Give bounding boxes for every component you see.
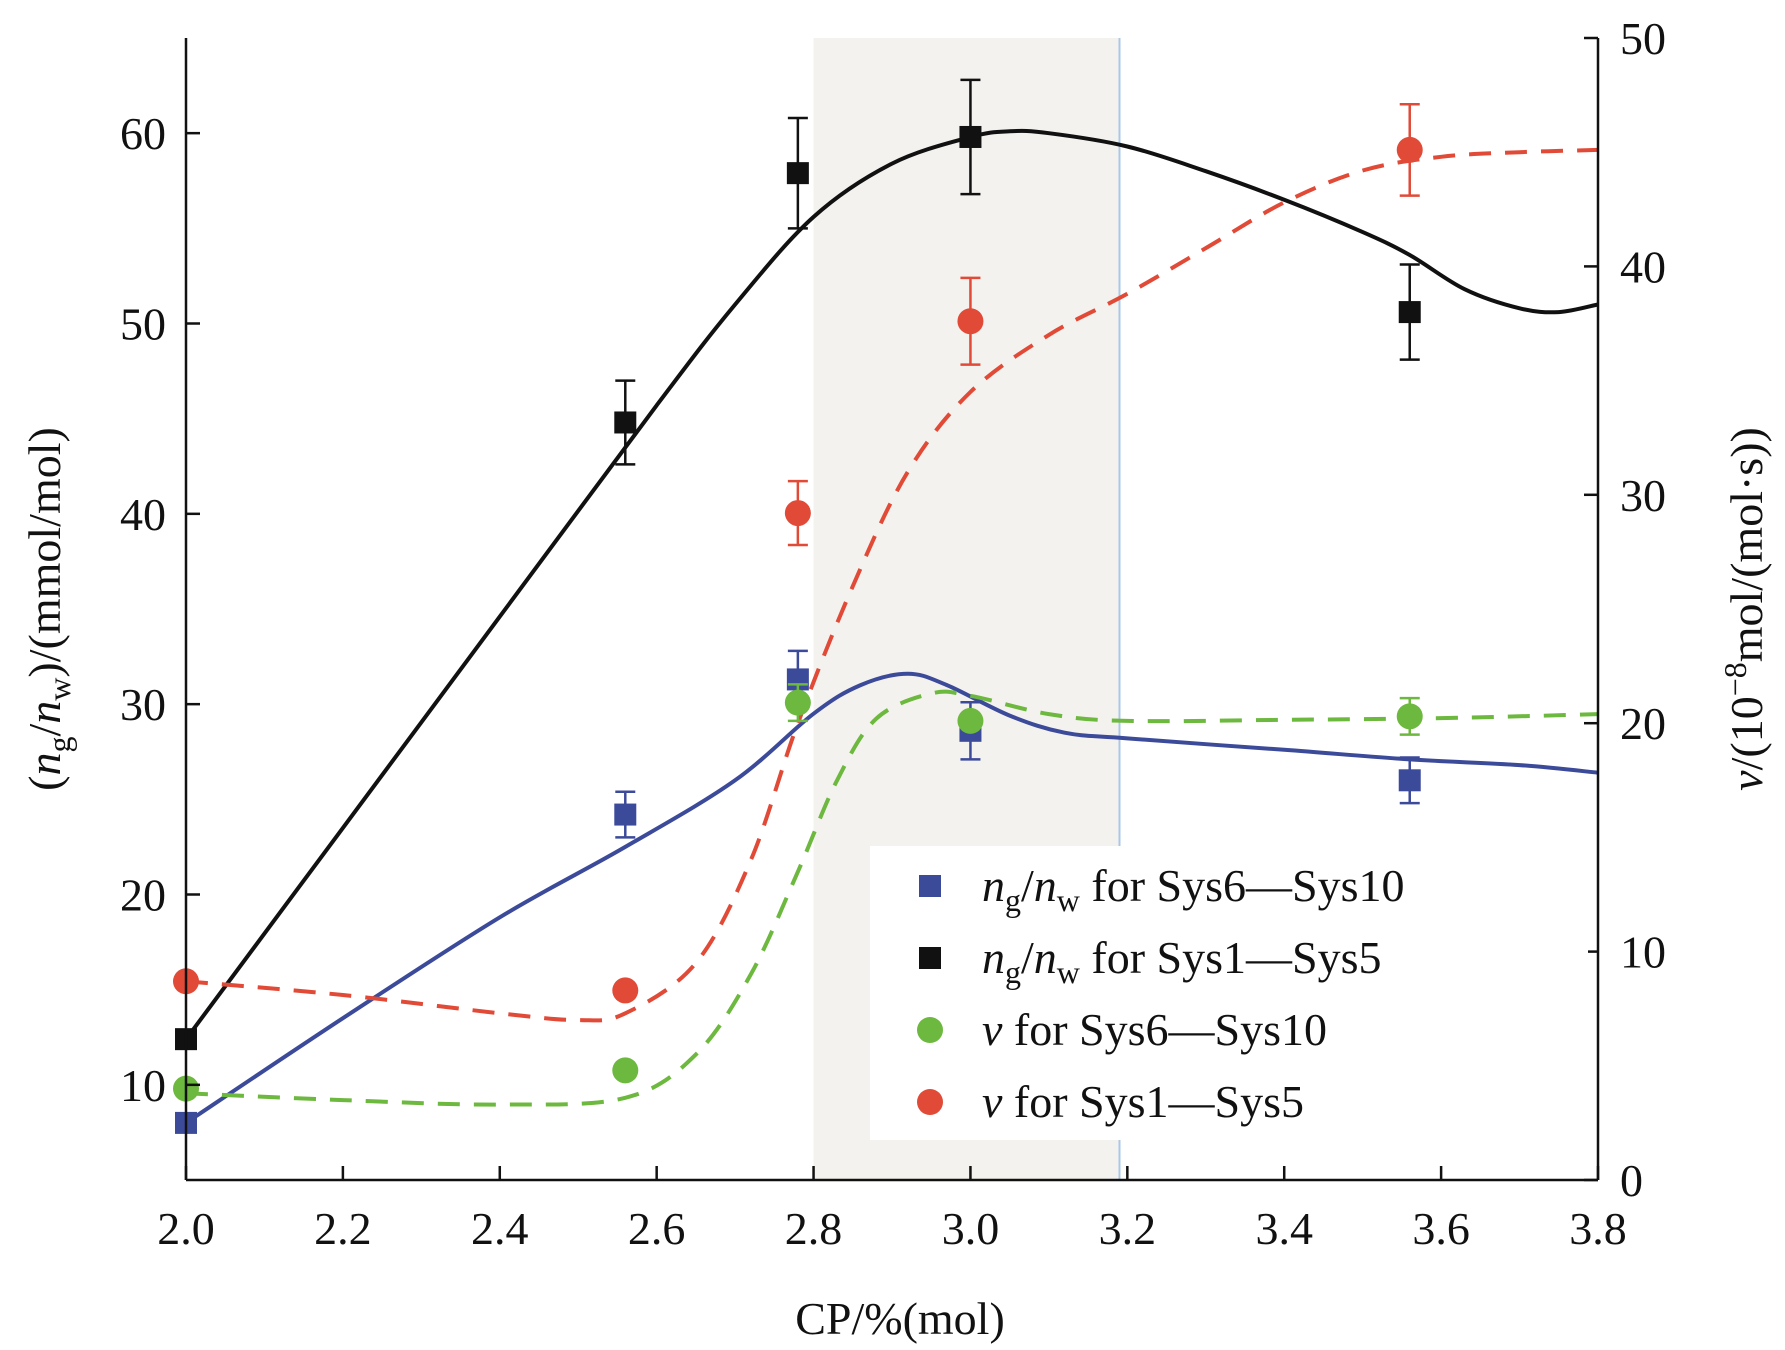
data-point-circle bbox=[784, 689, 811, 716]
title-part: v bbox=[982, 1076, 1003, 1127]
x-tick-label: 2.6 bbox=[628, 1203, 686, 1254]
title-part: / bbox=[1021, 860, 1034, 911]
title-part: n bbox=[982, 932, 1005, 983]
legend-marker-square bbox=[919, 875, 941, 897]
y-left-tick-label: 10 bbox=[120, 1060, 166, 1111]
fit-curve-0 bbox=[184, 671, 1599, 1125]
x-tick-label: 2.4 bbox=[471, 1203, 529, 1254]
x-tick-label: 2.2 bbox=[314, 1203, 372, 1254]
data-point-circle bbox=[957, 707, 984, 734]
x-tick-label: 3.6 bbox=[1412, 1203, 1470, 1254]
title-part: n bbox=[1034, 860, 1057, 911]
title-part: w bbox=[41, 678, 77, 701]
title-part: w bbox=[1057, 882, 1080, 918]
y-left-tick-label: 40 bbox=[120, 489, 166, 540]
legend-box bbox=[870, 846, 1588, 1140]
legend-label: v for Sys1—Sys5 bbox=[982, 1076, 1304, 1127]
title-part: for Sys6—Sys10 bbox=[1080, 860, 1405, 911]
title-part: n bbox=[19, 752, 70, 775]
y-right-axis-title: v/(10−8mol/(mol·s)) bbox=[1717, 427, 1772, 791]
title-part: for Sys6—Sys10 bbox=[1002, 1004, 1327, 1055]
title-part: / bbox=[1021, 932, 1034, 983]
title-part: / bbox=[19, 723, 70, 736]
data-point-circle bbox=[1396, 703, 1423, 730]
legend-marker-circle bbox=[917, 1017, 943, 1043]
legend-entry-3: v for Sys1—Sys5 bbox=[917, 1076, 1304, 1127]
title-part: )/(mmol/mol) bbox=[19, 427, 70, 677]
y-left-tick-label: 50 bbox=[120, 299, 166, 350]
data-point-circle bbox=[612, 977, 639, 1004]
x-tick-label: 2.8 bbox=[785, 1203, 843, 1254]
data-point-square bbox=[614, 411, 637, 434]
legend-label: ng/nw for Sys1—Sys5 bbox=[982, 932, 1382, 990]
title-part: g bbox=[1005, 954, 1021, 990]
y-left-tick-label: 60 bbox=[120, 108, 166, 159]
legend-label: ng/nw for Sys6—Sys10 bbox=[982, 860, 1405, 918]
data-point-circle bbox=[612, 1057, 639, 1084]
title-part: for Sys1—Sys5 bbox=[1080, 932, 1382, 983]
title-part: /(10 bbox=[1721, 696, 1772, 770]
title-part: n bbox=[1034, 932, 1057, 983]
legend-marker-circle bbox=[917, 1089, 943, 1115]
title-part: g bbox=[41, 736, 77, 752]
x-tick-label: 3.4 bbox=[1255, 1203, 1313, 1254]
x-tick-label: 3.2 bbox=[1099, 1203, 1157, 1254]
title-part: n bbox=[19, 701, 70, 724]
legend-entry-2: v for Sys6—Sys10 bbox=[917, 1004, 1327, 1055]
title-part: ( bbox=[19, 775, 70, 790]
y-left-tick-label: 20 bbox=[120, 870, 166, 921]
y-right-tick-label: 0 bbox=[1620, 1155, 1643, 1206]
data-point-square bbox=[786, 162, 809, 185]
y-left-tick-label: 30 bbox=[120, 679, 166, 730]
legend-label: v for Sys6—Sys10 bbox=[982, 1004, 1327, 1055]
legend-marker-square bbox=[919, 947, 941, 969]
fit-curve-2 bbox=[185, 689, 1599, 1107]
y-left-axis-title: (ng/nw)/(mmol/mol) bbox=[19, 427, 77, 791]
title-part: w bbox=[1057, 954, 1080, 990]
data-point-square bbox=[614, 803, 637, 826]
y-right-tick-label: 50 bbox=[1620, 13, 1666, 64]
fit-curve-3 bbox=[185, 147, 1599, 1023]
title-part: v bbox=[1721, 770, 1772, 791]
legend-entry-0: ng/nw for Sys6—Sys10 bbox=[919, 860, 1405, 918]
title-part: mol/(mol·s)) bbox=[1721, 427, 1772, 662]
data-point-circle bbox=[957, 308, 984, 335]
title-part: v bbox=[982, 1004, 1003, 1055]
data-point-circle bbox=[784, 500, 811, 527]
x-tick-label: 2.0 bbox=[157, 1203, 215, 1254]
x-axis-title: CP/%(mol) bbox=[795, 1293, 1005, 1344]
title-part: n bbox=[982, 860, 1005, 911]
legend-entry-1: ng/nw for Sys1—Sys5 bbox=[919, 932, 1382, 990]
y-right-tick-label: 20 bbox=[1620, 698, 1666, 749]
title-part: for Sys1—Sys5 bbox=[1002, 1076, 1304, 1127]
y-right-tick-label: 10 bbox=[1620, 927, 1666, 978]
data-point-square bbox=[959, 125, 982, 148]
y-right-tick-label: 40 bbox=[1620, 241, 1666, 292]
x-tick-label: 3.8 bbox=[1569, 1203, 1627, 1254]
data-point-square bbox=[1398, 769, 1421, 792]
x-tick-label: 3.0 bbox=[942, 1203, 1000, 1254]
data-point-square bbox=[1398, 301, 1421, 324]
fit-curve-1 bbox=[184, 128, 1599, 1041]
title-part: −8 bbox=[1717, 662, 1753, 696]
title-part: g bbox=[1005, 882, 1021, 918]
data-point-circle bbox=[1396, 136, 1423, 163]
y-right-tick-label: 30 bbox=[1620, 470, 1666, 521]
